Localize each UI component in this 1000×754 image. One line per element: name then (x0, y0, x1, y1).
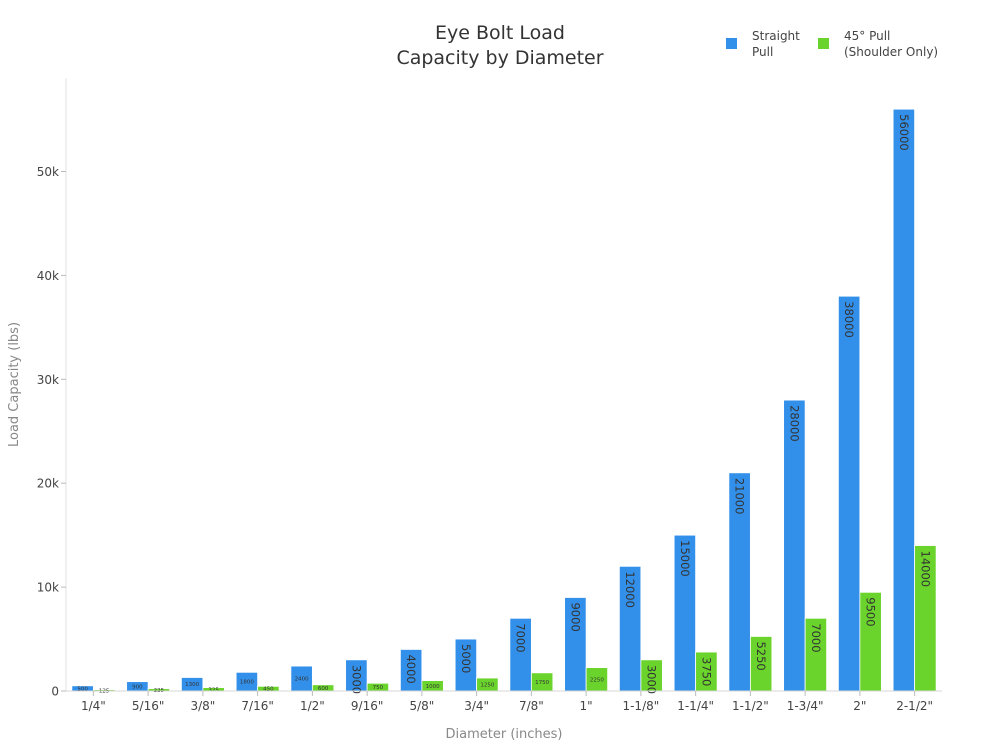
x-tick-label: 2" (853, 699, 866, 713)
bar-straight (783, 399, 806, 692)
bar-value-label: 1250 (480, 683, 494, 689)
legend-label: 45° Pull (844, 29, 890, 43)
bar-value-label: 600 (318, 686, 329, 692)
legend-swatch (818, 38, 829, 49)
x-tick-label: 2-1/2" (896, 699, 933, 713)
bar-value-label: 5250 (754, 641, 768, 670)
y-tick-label: 50k (37, 165, 59, 179)
bar-straight (837, 295, 861, 692)
bar-value-label: 750 (373, 685, 384, 691)
y-axis-label: Load Capacity (lbs) (7, 322, 22, 447)
bar-value-label: 2400 (295, 677, 309, 683)
y-tick-label: 30k (37, 373, 59, 387)
x-tick-label: 1/2" (300, 699, 325, 713)
y-tick-label: 0 (51, 685, 59, 699)
bar-value-label: 4000 (404, 654, 418, 683)
x-tick-label: 3/8" (190, 699, 215, 713)
bar-value-label: 9000 (568, 602, 582, 631)
x-tick-label: 1" (580, 699, 593, 713)
y-tick-label: 40k (37, 269, 59, 283)
bar-value-label: 3000 (645, 665, 659, 694)
x-tick-label: 1/4" (81, 699, 106, 713)
bar-value-label: 3000 (349, 665, 363, 694)
bar-value-label: 14000 (918, 551, 932, 588)
x-tick-label: 7/8" (519, 699, 544, 713)
x-tick-label: 5/16" (132, 699, 164, 713)
bar-value-label: 1800 (240, 680, 254, 686)
bar-value-label: 28000 (787, 405, 801, 442)
x-tick-label: 1-1/8" (622, 699, 659, 713)
bar-value-label: 5000 (459, 644, 473, 673)
x-tick-label: 7/16" (241, 699, 273, 713)
bar-value-label: 2250 (590, 677, 604, 683)
bar-value-label: 325 (208, 687, 219, 693)
bar-value-label: 900 (132, 684, 143, 690)
bar-value-label: 21000 (733, 478, 747, 515)
x-tick-label: 1-1/4" (677, 699, 714, 713)
x-axis-label: Diameter (inches) (446, 727, 563, 742)
x-tick-label: 3/4" (464, 699, 489, 713)
bar-value-label: 12000 (623, 571, 637, 608)
bar-value-label: 450 (263, 687, 274, 693)
bar-value-label: 38000 (842, 301, 856, 338)
legend-label: Pull (752, 45, 773, 59)
bar-straight (892, 108, 916, 692)
bar-value-label: 3750 (699, 657, 713, 686)
bar-value-label: 500 (77, 686, 88, 692)
x-tick-label: 1-3/4" (787, 699, 824, 713)
bar-value-label: 9500 (864, 597, 878, 626)
bar-value-label: 1000 (426, 684, 440, 690)
x-tick-label: 1-1/2" (732, 699, 769, 713)
x-tick-label: 5/8" (409, 699, 434, 713)
bar-value-label: 1300 (185, 682, 199, 688)
legend-swatch (726, 38, 737, 49)
y-tick-label: 20k (37, 477, 59, 491)
bar-value-label: 7000 (809, 623, 823, 652)
chart-title: Capacity by Diameter (396, 47, 603, 69)
x-tick-label: 9/16" (351, 699, 383, 713)
bar-value-label: 7000 (514, 623, 528, 652)
bar-value-label: 15000 (678, 540, 692, 577)
bar-value-label: 1750 (535, 680, 549, 686)
chart-title: Eye Bolt Load (435, 22, 565, 44)
bar-value-label: 56000 (897, 114, 911, 151)
legend-label: (Shoulder Only) (844, 45, 938, 59)
legend-label: Straight (752, 29, 800, 43)
y-tick-label: 10k (37, 581, 59, 595)
